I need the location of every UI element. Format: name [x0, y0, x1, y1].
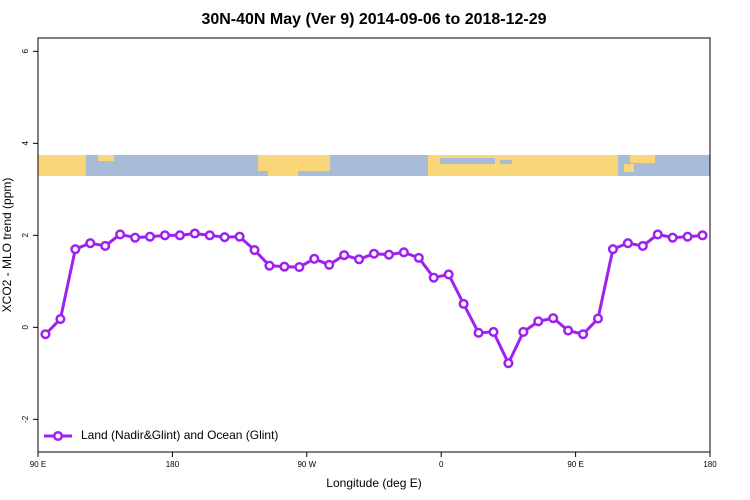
point — [503, 358, 514, 369]
point — [368, 248, 380, 259]
x-tick-label: 90 W — [297, 460, 316, 469]
point — [115, 229, 126, 240]
point — [413, 252, 424, 263]
point — [637, 240, 648, 251]
point — [339, 250, 350, 261]
point — [85, 238, 96, 249]
point — [144, 231, 156, 242]
point — [279, 261, 290, 272]
point — [458, 298, 469, 309]
point — [622, 238, 633, 249]
point — [174, 230, 185, 241]
y-tick-label: 0 — [21, 325, 30, 330]
point — [249, 245, 260, 256]
point — [70, 244, 81, 255]
x-tick-label: 0 — [439, 460, 444, 469]
point — [473, 327, 484, 338]
point — [488, 326, 499, 337]
point — [264, 260, 275, 271]
point — [667, 232, 678, 243]
point — [324, 259, 335, 270]
point — [443, 269, 454, 280]
point — [652, 229, 663, 240]
y-tick-label: 4 — [21, 141, 30, 146]
point — [100, 240, 111, 251]
point — [533, 316, 544, 327]
point — [159, 230, 170, 241]
point — [428, 272, 439, 283]
point — [55, 314, 66, 325]
x-tick-label: 180 — [703, 460, 717, 469]
x-tick-label: 90 E — [30, 460, 46, 469]
point — [234, 231, 245, 242]
y-tick-label: 2 — [21, 233, 30, 238]
point — [130, 232, 141, 243]
point — [354, 254, 365, 265]
y-tick-label: 6 — [21, 49, 30, 54]
point — [697, 230, 708, 241]
x-axis-label: Longitude (deg E) — [326, 476, 421, 490]
x-tick-label: 180 — [166, 460, 180, 469]
legend-marker — [52, 430, 64, 442]
y-axis-label: XCO2 - MLO trend (ppm) — [0, 178, 14, 313]
point — [398, 247, 409, 258]
point — [548, 313, 559, 324]
point — [592, 313, 604, 324]
y-tick-label: -2 — [21, 415, 30, 423]
point — [309, 253, 320, 264]
chart-title: 30N-40N May (Ver 9) 2014-09-06 to 2018-1… — [201, 11, 546, 28]
point — [294, 262, 305, 273]
point — [518, 326, 529, 337]
point — [383, 249, 394, 260]
point — [578, 329, 589, 340]
x-tick-label: 90 E — [567, 460, 583, 469]
point — [40, 329, 51, 340]
point — [682, 231, 693, 242]
point — [189, 228, 200, 239]
point — [563, 325, 574, 336]
map-strip — [38, 155, 710, 176]
point — [607, 244, 618, 255]
plot-frame — [37, 37, 711, 453]
legend-label: Land (Nadir&Glint) and Ocean (Glint) — [81, 428, 278, 442]
point — [219, 232, 230, 243]
point — [204, 230, 215, 241]
